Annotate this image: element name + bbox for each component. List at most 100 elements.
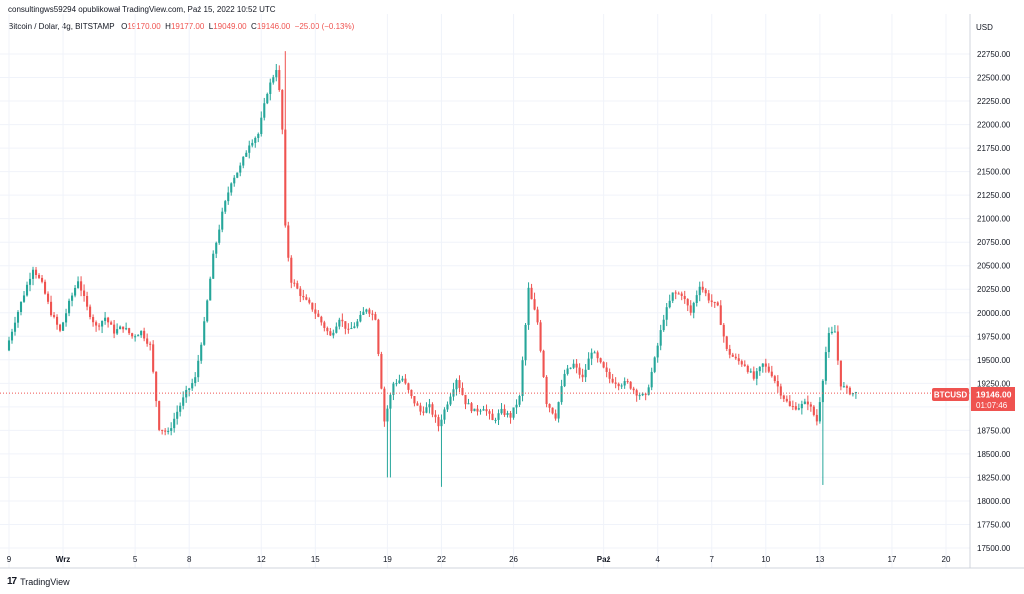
time-tick: Paź: [597, 555, 611, 564]
grid-lines: [0, 14, 970, 568]
candle-body: [7, 340, 11, 351]
candle-body: [827, 333, 830, 353]
candle-body: [16, 312, 20, 323]
candle-body: [347, 328, 350, 330]
time-tick: 20: [942, 555, 951, 564]
candle-body: [614, 382, 617, 384]
candle-body: [611, 378, 614, 383]
candle-body: [263, 103, 266, 118]
candle-body: [83, 290, 86, 297]
candle-body: [326, 327, 329, 332]
candle-body: [52, 315, 56, 317]
candle-body: [449, 396, 452, 405]
candle-body: [554, 413, 557, 419]
time-axis[interactable]: 9 Wrz 5 8 12 15 19 22 26 Paź 4 7 10 13 17 20: [7, 555, 951, 564]
candle-body: [59, 324, 62, 331]
candle-body: [43, 281, 47, 294]
candle-body: [80, 281, 83, 291]
candle-body: [359, 314, 362, 322]
close-label: C: [251, 22, 257, 31]
candle-body: [506, 413, 509, 415]
high-value: 19177.00: [170, 22, 205, 31]
candle-body: [350, 328, 353, 330]
candle-body: [500, 408, 503, 414]
price-tag-bg: [971, 387, 1015, 411]
candle-body: [743, 364, 746, 366]
candle-body: [329, 331, 332, 336]
candle-body: [371, 313, 374, 315]
price-tick: 21500.00: [977, 168, 1011, 177]
candle-body: [362, 311, 365, 315]
candle-body: [125, 328, 128, 330]
candle-body: [701, 286, 704, 290]
open-value: 19170.00: [127, 22, 161, 31]
price-tick: 22500.00: [977, 74, 1011, 83]
candle-body: [557, 402, 560, 419]
candle-body: [485, 409, 488, 412]
price-tick: 18000.00: [977, 497, 1011, 506]
candle-body: [773, 376, 776, 382]
price-tick: 21000.00: [977, 215, 1011, 224]
candle-body: [512, 407, 515, 418]
candle-body: [545, 376, 548, 405]
candle-body: [659, 330, 662, 346]
price-tick: 21250.00: [977, 191, 1011, 200]
candle-body: [299, 288, 302, 296]
candle-body: [40, 277, 44, 282]
price-tick: 18500.00: [977, 450, 1011, 459]
price-axis[interactable]: 17500.00 17750.00 18000.00 18250.00 18500.00…: [977, 50, 1011, 553]
time-tick: 10: [761, 555, 770, 564]
candle-body: [314, 309, 317, 314]
candle-body: [86, 296, 89, 307]
low-value: 19049.00: [213, 22, 247, 31]
candle-body: [686, 299, 689, 306]
candle-body: [173, 418, 176, 429]
candle-body: [770, 371, 773, 377]
time-tick: 8: [187, 555, 192, 564]
candle-body: [49, 301, 53, 316]
close-value: 19146.00: [256, 22, 291, 31]
candle-body: [575, 363, 578, 368]
candle-body: [854, 392, 857, 394]
time-tick: 5: [133, 555, 138, 564]
candle-body: [494, 419, 497, 421]
price-tick: 19750.00: [977, 332, 1011, 341]
candle-body: [374, 314, 377, 320]
candle-body: [440, 419, 443, 427]
time-tick: 9: [7, 555, 12, 564]
candle-body: [461, 387, 464, 395]
candle-body: [158, 401, 161, 430]
candle-body: [22, 295, 26, 302]
candle-body: [716, 302, 719, 306]
candle-body: [437, 417, 440, 427]
candle-body: [413, 395, 416, 404]
candle-body: [239, 165, 242, 173]
candle-body: [446, 404, 449, 410]
candle-body: [521, 360, 524, 396]
low-label: L: [208, 22, 214, 31]
candle-body: [290, 257, 293, 283]
candle-body: [62, 322, 65, 331]
candle-body: [317, 313, 320, 317]
tradingview-footer[interactable]: 17 TradingView: [7, 576, 70, 587]
candle-body: [332, 332, 335, 336]
open-label: O: [121, 22, 128, 31]
candle-body: [464, 394, 467, 405]
candle-body: [176, 411, 179, 419]
candle-body: [197, 360, 200, 378]
candle-body: [560, 386, 563, 403]
candle-body: [578, 367, 581, 375]
candle-body: [341, 319, 344, 322]
candle-body: [68, 300, 71, 314]
candle-body: [335, 326, 338, 333]
candle-body: [122, 326, 125, 330]
candle-body: [782, 395, 785, 399]
candle-body: [278, 70, 281, 90]
symbol-title: Bitcoin / Dolar, 4g, BITSTAMP: [8, 22, 115, 31]
candle-body: [37, 274, 41, 278]
candle-body: [251, 142, 254, 146]
candle-body: [704, 289, 707, 294]
candle-body: [674, 292, 677, 294]
candle-body: [662, 319, 665, 331]
